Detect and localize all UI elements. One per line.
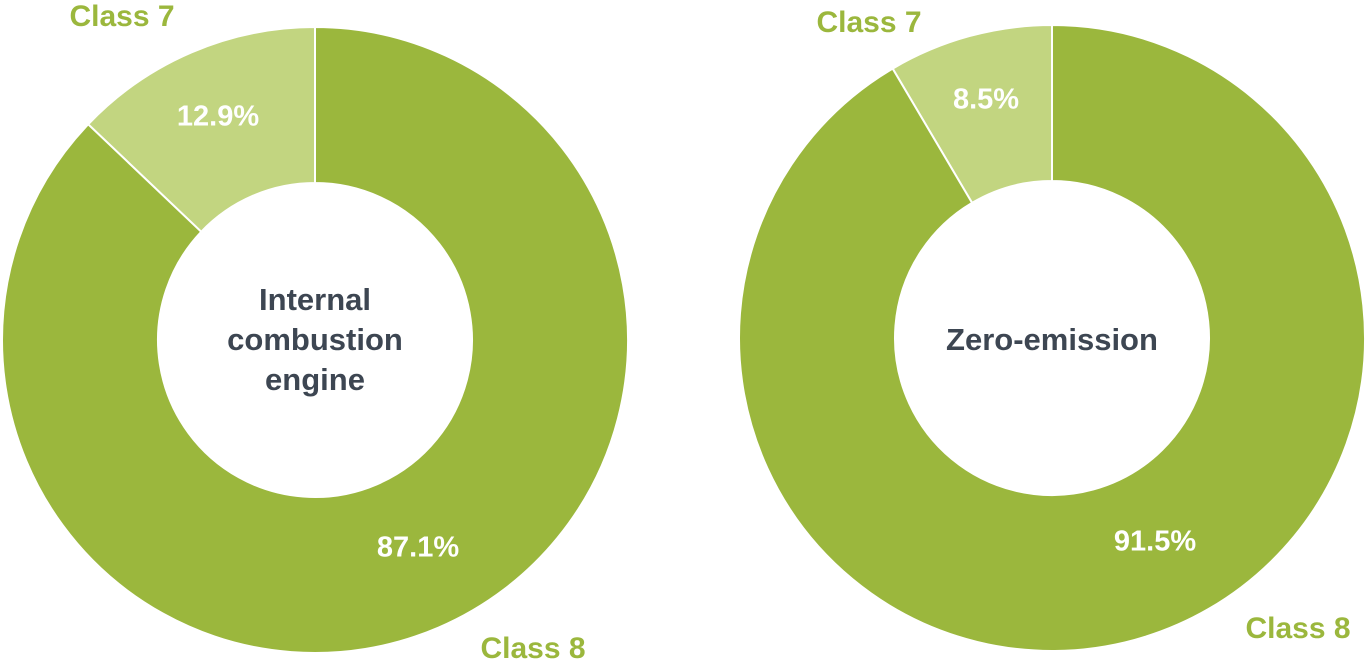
ice-center-title-line-2: combustion [227, 322, 403, 357]
zev-value-label-class-7: 8.5% [953, 84, 1019, 116]
zev-category-label-class-8: Class 8 [1245, 612, 1350, 645]
ice-slice-class-8 [1, 25, 629, 654]
ice-slice-class-7 [86, 25, 316, 234]
ice-value-label-class-8: 87.1% [377, 532, 459, 564]
zev-value-label-class-8: 91.5% [1114, 526, 1196, 558]
ice-category-label-class-7: Class 7 [69, 0, 174, 33]
ice-center-title-line-3: engine [265, 362, 365, 397]
zev-center-title-line-1: Zero-emission [946, 322, 1158, 357]
ice-value-label-class-7: 12.9% [177, 101, 259, 133]
zev-slice-class-8 [738, 23, 1366, 652]
donut-ice: 12.9% Class 7 87.1% Class 8 Internal combusti… [1, 0, 629, 665]
ice-category-label-class-8: Class 8 [480, 632, 585, 665]
ice-center-title-line-1: Internal [259, 282, 371, 317]
donut-zev: 8.5% Class 7 91.5% Class 8 Zero-emission [738, 6, 1366, 652]
zev-category-label-class-7: Class 7 [816, 6, 921, 39]
